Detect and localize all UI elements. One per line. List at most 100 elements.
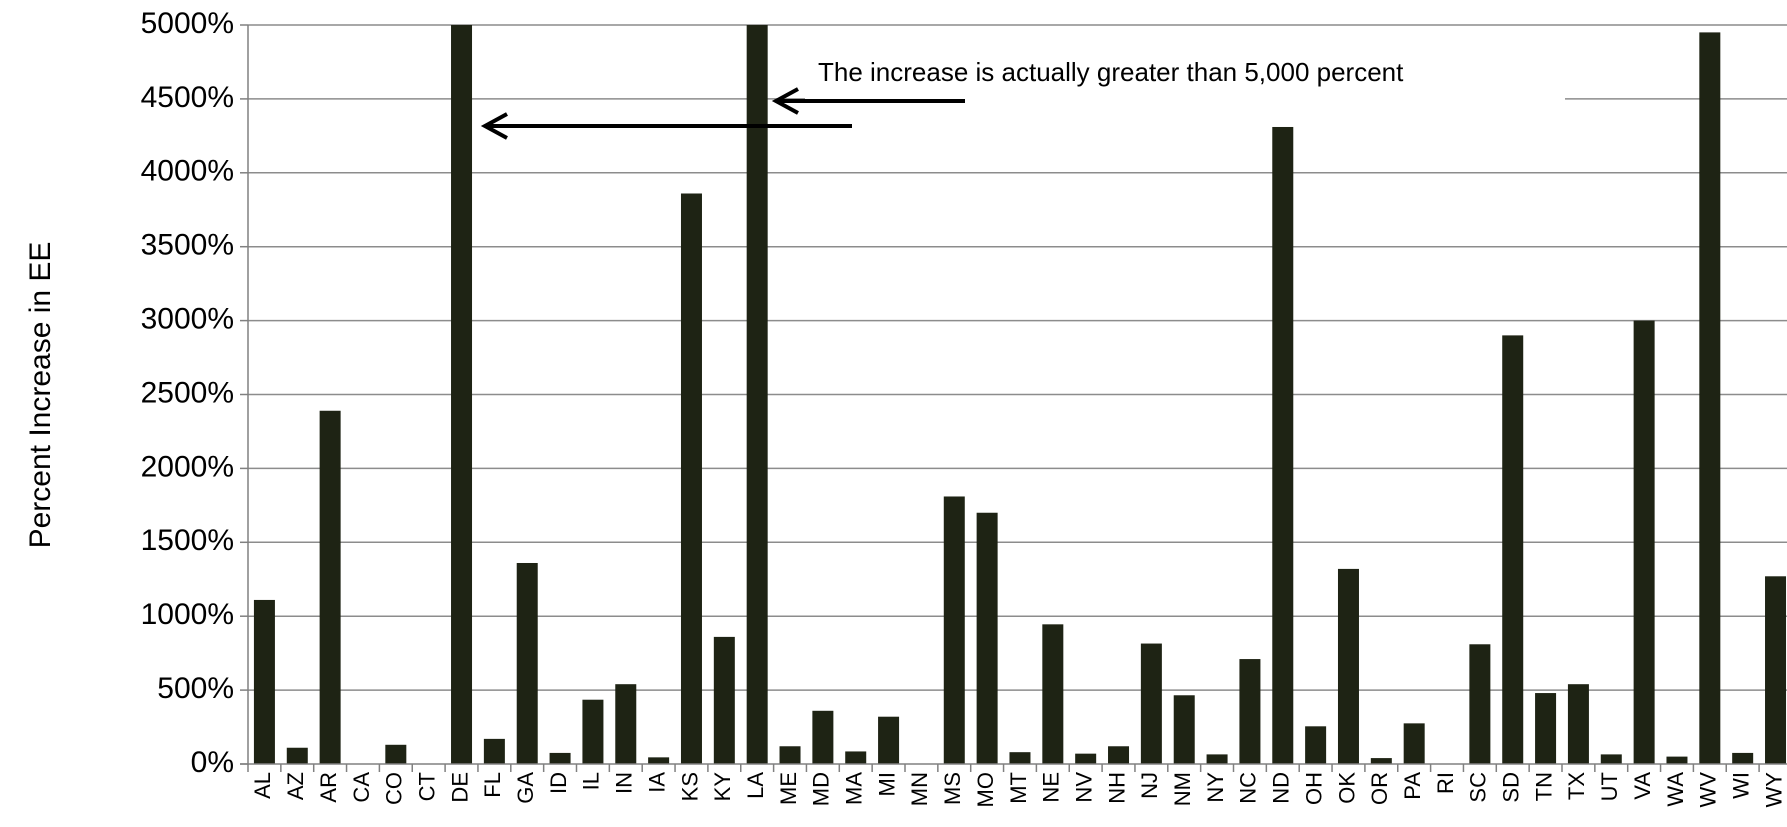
- bar-ut: [1600, 754, 1622, 764]
- x-tick-label: GA: [513, 772, 538, 804]
- y-tick-label: 2000%: [141, 450, 234, 483]
- x-tick-label: WY: [1761, 772, 1786, 808]
- y-axis-label: Percent Increase in EE: [24, 242, 57, 549]
- x-tick-label: OH: [1301, 772, 1326, 805]
- bar-la: [746, 25, 768, 764]
- annotation-arrowhead-la: [771, 87, 799, 115]
- x-tick-label: IA: [644, 772, 669, 793]
- bar-md: [812, 710, 834, 764]
- annotation-arrowhead-de: [480, 112, 508, 140]
- bar-tn: [1535, 693, 1557, 764]
- x-tick-label: CA: [349, 772, 374, 803]
- x-tick-label: RI: [1433, 772, 1458, 794]
- x-tick-label: SD: [1499, 772, 1524, 803]
- x-tick-label: MA: [842, 772, 867, 805]
- x-tick-label: KS: [677, 772, 702, 801]
- x-tick-label: NH: [1104, 772, 1129, 804]
- y-tick-label: 2500%: [141, 376, 234, 409]
- bar-al: [253, 599, 275, 764]
- bar-ky: [713, 636, 735, 764]
- bar-pa: [1403, 723, 1425, 764]
- x-tick-label: WA: [1663, 772, 1688, 807]
- x-tick-label: NM: [1170, 772, 1195, 806]
- bar-nv: [1075, 753, 1097, 764]
- bar-ma: [845, 751, 867, 764]
- x-tick-label: OK: [1334, 772, 1359, 804]
- bar-ok: [1337, 568, 1359, 764]
- x-tick-label: MT: [1006, 772, 1031, 804]
- bar-tx: [1567, 684, 1589, 764]
- bar-sd: [1502, 335, 1524, 764]
- bar-ga: [516, 562, 538, 764]
- bar-in: [615, 684, 637, 764]
- y-axis-ticks: 0% 500% 1000% 1500% 2000% 2500% 3000% 3500% 4000…: [141, 7, 248, 779]
- y-tick-label: 0%: [191, 746, 234, 779]
- bar-va: [1633, 320, 1655, 764]
- x-tick-label: LA: [743, 772, 768, 799]
- y-tick-label: 3500%: [141, 229, 234, 262]
- y-tick-label: 5000%: [141, 7, 234, 40]
- x-tick-label: ME: [776, 772, 801, 805]
- x-tick-label: WI: [1728, 772, 1753, 799]
- bar-mo: [976, 512, 998, 764]
- bar-co: [385, 744, 407, 764]
- grid-lines: [248, 24, 1787, 691]
- x-tick-label: WV: [1696, 772, 1721, 808]
- bar-nc: [1239, 659, 1261, 764]
- bar-id: [549, 752, 571, 764]
- bar-de: [451, 25, 473, 764]
- x-tick-label: MO: [973, 772, 998, 807]
- x-tick-label: AR: [316, 772, 341, 803]
- x-tick-label: NE: [1039, 772, 1064, 803]
- annotation-text: The increase is actually greater than 5,…: [818, 57, 1404, 87]
- x-tick-label: NJ: [1137, 772, 1162, 799]
- bar-wa: [1666, 756, 1688, 764]
- x-tick-label: CO: [382, 772, 407, 805]
- bar-nm: [1173, 695, 1195, 764]
- x-tick-label: OR: [1367, 772, 1392, 805]
- x-tick-label: MD: [809, 772, 834, 806]
- bar-wi: [1732, 752, 1754, 764]
- bar-mt: [1009, 752, 1031, 764]
- bar-ms: [943, 496, 965, 764]
- bar-me: [779, 746, 801, 764]
- x-tick-label: VA: [1630, 772, 1655, 800]
- x-tick-label: ND: [1269, 772, 1294, 804]
- y-tick-label: 1000%: [141, 598, 234, 631]
- x-tick-label: PA: [1400, 772, 1425, 800]
- x-axis-ticks: AL AZ AR CA CO CT DE FL GA ID IL IN IA KS KY LA ME MD MA MI…: [247, 764, 1786, 808]
- bar-wv: [1699, 32, 1721, 764]
- bar-ny: [1206, 754, 1228, 764]
- x-tick-label: AL: [250, 772, 275, 799]
- x-tick-label: ID: [546, 772, 571, 794]
- bar-oh: [1305, 726, 1327, 764]
- x-tick-label: NC: [1236, 772, 1261, 804]
- y-tick-label: 4500%: [141, 81, 234, 114]
- bar-ks: [680, 193, 702, 764]
- y-tick-label: 3000%: [141, 303, 234, 336]
- bar-az: [286, 747, 308, 764]
- bar-mi: [878, 716, 900, 764]
- annotation: The increase is actually greater than 5,…: [480, 48, 1565, 140]
- x-tick-label: FL: [480, 772, 505, 798]
- x-tick-label: NV: [1071, 772, 1096, 803]
- x-tick-label: AZ: [283, 772, 308, 800]
- x-tick-label: NY: [1203, 772, 1228, 803]
- bar-nd: [1272, 126, 1294, 765]
- x-tick-label: MI: [874, 772, 899, 796]
- bar-ar: [319, 410, 341, 764]
- y-tick-label: 1500%: [141, 524, 234, 557]
- bar-ne: [1042, 624, 1064, 764]
- bar-ia: [648, 757, 670, 764]
- bar-nh: [1108, 746, 1130, 764]
- x-tick-label: TN: [1531, 772, 1556, 801]
- bar-nj: [1140, 643, 1162, 764]
- y-tick-label: 500%: [157, 672, 234, 705]
- annotation-box: [805, 48, 1565, 100]
- bar-or: [1370, 758, 1392, 764]
- x-tick-label: MS: [940, 772, 965, 805]
- bars: [253, 25, 1787, 765]
- x-tick-label: CT: [414, 772, 439, 801]
- bar-wy: [1765, 576, 1787, 764]
